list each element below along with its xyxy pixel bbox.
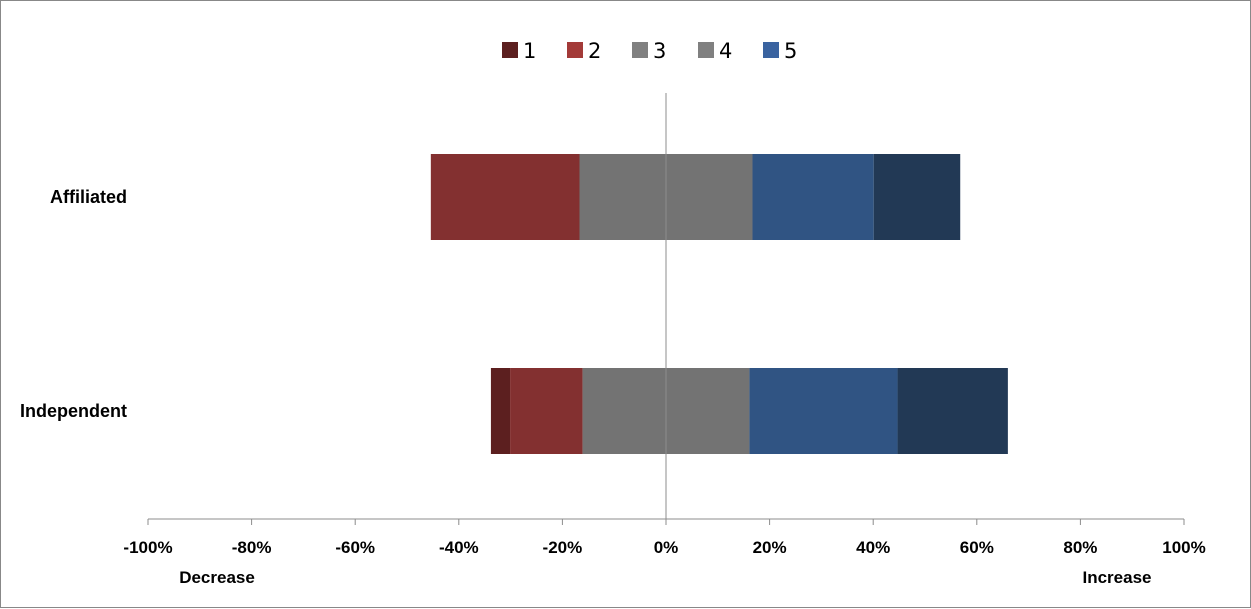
legend: 1 2 3 4 5 <box>502 39 797 63</box>
x-tick-label: 60% <box>960 538 994 557</box>
legend-label-series-2: 2 <box>588 39 601 63</box>
x-tick-label: 80% <box>1063 538 1097 557</box>
category-label-independent: Independent <box>20 401 127 421</box>
bar-segment-affiliated-series-5 <box>874 154 961 240</box>
bar-segment-independent-series-1 <box>491 368 510 454</box>
legend-swatch-series-2 <box>567 42 583 58</box>
x-axis-left-end-label: Decrease <box>179 568 255 587</box>
legend-label-series-4: 4 <box>719 39 732 63</box>
x-axis-right-end-label: Increase <box>1083 568 1152 587</box>
bar-segment-independent-series-5 <box>898 368 1008 454</box>
x-tick-label: 20% <box>753 538 787 557</box>
legend-label-series-5: 5 <box>784 39 797 63</box>
legend-label-series-3: 3 <box>653 39 666 63</box>
legend-swatch-series-4 <box>698 42 714 58</box>
legend-label-series-1: 1 <box>523 39 536 63</box>
bar-segment-affiliated-series-4 <box>753 154 874 240</box>
x-tick-label: 40% <box>856 538 890 557</box>
x-axis: Decrease Increase -100% -80% -60% -40% -20% 0… <box>123 519 1205 587</box>
x-tick-label: 100% <box>1162 538 1205 557</box>
bar-segment-independent-series-4 <box>749 368 897 454</box>
x-tick-label: -80% <box>232 538 272 557</box>
legend-swatch-series-5 <box>763 42 779 58</box>
x-tick-label: 0% <box>654 538 679 557</box>
category-label-affiliated: Affiliated <box>50 187 127 207</box>
x-tick-label: -40% <box>439 538 479 557</box>
bars <box>431 93 1008 519</box>
legend-swatch-series-3 <box>632 42 648 58</box>
x-tick-label: -60% <box>335 538 375 557</box>
x-tick-label: -100% <box>123 538 172 557</box>
legend-swatch-series-1 <box>502 42 518 58</box>
x-tick-label: -20% <box>543 538 583 557</box>
bar-segment-independent-series-2 <box>510 368 583 454</box>
category-labels: Affiliated Independent <box>20 187 127 421</box>
bar-segment-affiliated-series-2 <box>431 154 580 240</box>
